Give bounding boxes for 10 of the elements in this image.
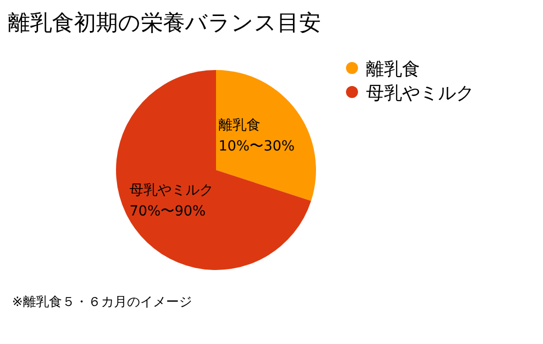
legend-label: 母乳やミルク xyxy=(366,83,474,104)
pie-slice xyxy=(216,70,316,201)
slice-label: 母乳やミルク xyxy=(130,182,214,198)
legend-label: 離乳食 xyxy=(366,59,420,80)
text: ※離乳食５・６カ月のイメージ xyxy=(12,295,192,310)
slice-label: 離乳食 xyxy=(218,118,260,134)
chart-title: 離乳食初期の栄養バランス目安 xyxy=(8,11,321,36)
pie-slice xyxy=(116,70,312,270)
data-label: 10%〜30% xyxy=(218,138,295,155)
data-label: 70%〜90% xyxy=(130,203,206,220)
